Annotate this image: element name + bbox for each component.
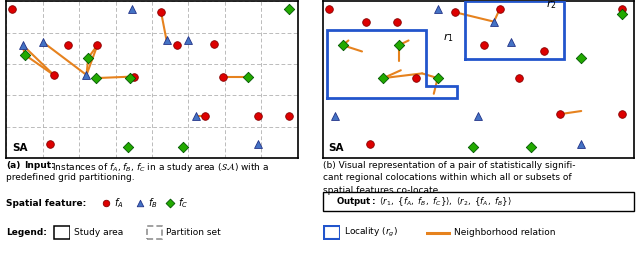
- Point: [555, 112, 565, 116]
- Point: [124, 145, 134, 149]
- Point: [365, 142, 375, 146]
- Text: (a): (a): [6, 161, 20, 170]
- Point: [38, 40, 48, 44]
- Point: [83, 56, 93, 60]
- Point: [506, 40, 516, 44]
- Point: [330, 114, 340, 118]
- Point: [337, 43, 348, 47]
- Point: [200, 114, 210, 118]
- Point: [467, 145, 477, 149]
- Text: Locality ($r_g$): Locality ($r_g$): [344, 226, 397, 239]
- Point: [178, 145, 188, 149]
- Text: Study area: Study area: [74, 228, 123, 237]
- Text: $r_1$: $r_1$: [444, 31, 454, 44]
- Point: [576, 56, 586, 60]
- Point: [450, 10, 460, 14]
- Text: $f_C$: $f_C$: [178, 196, 188, 210]
- Point: [191, 114, 201, 118]
- Point: [361, 20, 371, 24]
- Point: [19, 52, 29, 57]
- Point: [525, 145, 536, 149]
- Point: [489, 20, 499, 24]
- Point: [164, 201, 175, 205]
- Point: [127, 7, 137, 11]
- Text: $r_2$: $r_2$: [547, 0, 557, 11]
- Point: [161, 38, 172, 42]
- Point: [412, 76, 422, 80]
- Text: Legend:: Legend:: [6, 228, 47, 237]
- Text: $f_B$: $f_B$: [148, 196, 157, 210]
- Text: Neighborhood relation: Neighborhood relation: [454, 228, 556, 237]
- Point: [92, 43, 102, 47]
- Point: [18, 43, 28, 47]
- Point: [81, 73, 92, 77]
- Point: [49, 73, 59, 77]
- Point: [617, 112, 627, 116]
- Text: cant regional colocations within which all or subsets of: cant regional colocations within which a…: [323, 173, 572, 182]
- Point: [576, 142, 586, 146]
- Point: [243, 75, 253, 79]
- Point: [284, 114, 294, 118]
- Text: (b) Visual representation of a pair of statistically signifi-: (b) Visual representation of a pair of s…: [323, 161, 576, 170]
- Point: [183, 38, 193, 42]
- Point: [324, 7, 334, 11]
- Point: [617, 12, 627, 16]
- Point: [392, 20, 402, 24]
- Text: Partition set: Partition set: [166, 228, 221, 237]
- Text: $f_A$: $f_A$: [114, 196, 124, 210]
- Point: [63, 43, 74, 47]
- Point: [474, 114, 484, 118]
- Point: [156, 10, 166, 14]
- Text: SA: SA: [328, 143, 343, 153]
- Point: [125, 76, 135, 80]
- Point: [284, 7, 294, 11]
- Point: [433, 7, 443, 11]
- Text: $\mathbf{Output:}$ $\langle r_1,\ \{f_A,\ f_B,\ f_C\}\rangle,\ \langle r_2,\ \{f: $\mathbf{Output:}$ $\langle r_1,\ \{f_A,…: [335, 195, 511, 208]
- Point: [45, 142, 55, 146]
- Point: [100, 201, 111, 205]
- Point: [90, 76, 100, 80]
- Point: [514, 76, 524, 80]
- Text: predefined grid partitioning.: predefined grid partitioning.: [6, 173, 135, 182]
- Point: [394, 43, 404, 47]
- Point: [495, 7, 505, 11]
- Point: [252, 114, 262, 118]
- Point: [617, 7, 627, 11]
- Text: Spatial feature:: Spatial feature:: [6, 198, 86, 208]
- Text: Instances of $f_A$, $f_B$, $f_C$ in a study area ($\mathcal{SA}$) with a: Instances of $f_A$, $f_B$, $f_C$ in a st…: [52, 161, 270, 174]
- Point: [218, 75, 228, 79]
- Point: [378, 76, 388, 80]
- Point: [209, 42, 219, 46]
- Point: [479, 43, 490, 47]
- Point: [129, 75, 139, 79]
- Point: [540, 49, 550, 53]
- Text: spatial features co-locate.: spatial features co-locate.: [323, 186, 442, 195]
- Point: [433, 76, 443, 80]
- Point: [172, 43, 182, 47]
- Text: SA: SA: [12, 143, 28, 153]
- Point: [134, 201, 145, 205]
- Point: [7, 7, 17, 11]
- Text: Input:: Input:: [24, 161, 55, 170]
- Point: [252, 142, 262, 146]
